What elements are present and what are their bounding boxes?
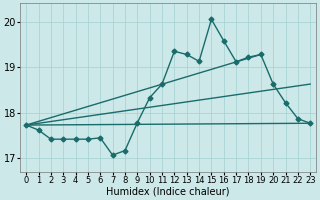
X-axis label: Humidex (Indice chaleur): Humidex (Indice chaleur) [107,187,230,197]
